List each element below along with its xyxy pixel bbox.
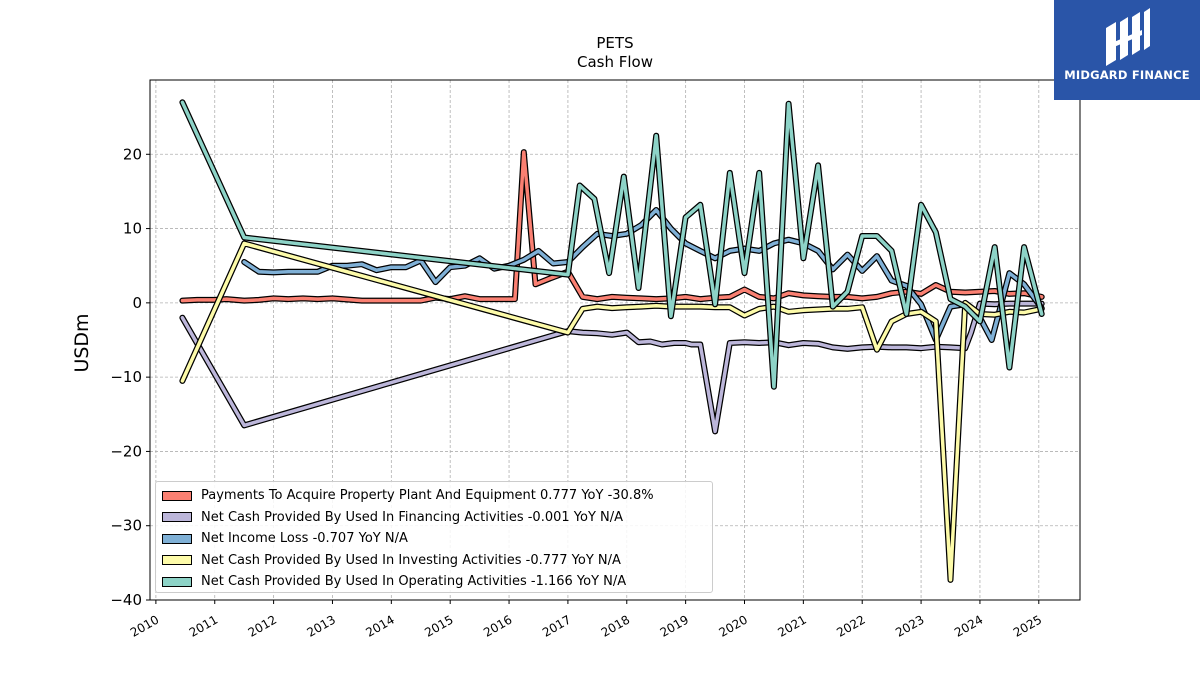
series-line xyxy=(179,99,1045,390)
x-tick-label: 2021 xyxy=(775,612,808,639)
legend-item: Net Cash Provided By Used In Financing A… xyxy=(162,507,706,529)
legend-label: Net Cash Provided By Used In Investing A… xyxy=(201,552,621,568)
legend-label: Net Cash Provided By Used In Financing A… xyxy=(201,509,624,525)
x-tick-label: 2010 xyxy=(128,612,161,639)
x-tick-label: 2015 xyxy=(422,612,455,639)
y-axis-label: USDm xyxy=(71,313,93,372)
y-axis: −40 −30 −20 −10 0 10 20 xyxy=(110,145,150,609)
y-tick-label: 0 xyxy=(132,294,142,312)
legend-swatch xyxy=(162,555,192,566)
x-tick-label: 2016 xyxy=(481,612,514,639)
legend-swatch xyxy=(162,512,192,523)
series-outline xyxy=(179,300,1045,435)
brand-logo: MIDGARD FINANCE xyxy=(1054,0,1200,100)
x-tick-label: 2020 xyxy=(717,612,750,639)
legend-swatch xyxy=(162,533,192,544)
series-stroke xyxy=(180,301,1044,434)
legend-item: Payments To Acquire Property Plant And E… xyxy=(162,485,706,507)
x-tick-label: 2024 xyxy=(952,612,985,639)
legend-item: Net Cash Provided By Used In Investing A… xyxy=(162,550,706,572)
x-tick-label: 2011 xyxy=(187,612,220,639)
y-tick-label: −30 xyxy=(110,517,142,535)
x-tick-label: 2012 xyxy=(246,612,279,639)
legend-label: Payments To Acquire Property Plant And E… xyxy=(201,488,654,504)
x-axis: 2010 2011 2012 2013 2014 2015 2016 2017 2018 2019… xyxy=(128,600,1044,640)
legend-swatch xyxy=(162,490,192,501)
chart-subtitle: Cash Flow xyxy=(577,53,653,71)
series-line xyxy=(179,240,1045,583)
x-tick-label: 2017 xyxy=(540,612,573,639)
y-tick-label: −10 xyxy=(110,368,142,386)
legend-swatch xyxy=(162,576,192,587)
series-line xyxy=(179,300,1045,435)
brand-name: MIDGARD FINANCE xyxy=(1064,68,1190,82)
series-stroke xyxy=(180,241,1044,582)
x-tick-label: 2014 xyxy=(363,612,396,639)
legend-item: Net Cash Provided By Used In Operating A… xyxy=(162,571,706,593)
series-layer xyxy=(179,99,1045,583)
x-tick-label: 2025 xyxy=(1011,612,1044,639)
x-tick-label: 2023 xyxy=(893,612,926,639)
series-stroke xyxy=(242,208,1044,342)
y-tick-label: 20 xyxy=(123,145,142,163)
legend-label: Net Income Loss -0.707 YoY N/A xyxy=(201,531,408,547)
x-tick-label: 2022 xyxy=(834,612,867,639)
series-stroke xyxy=(180,100,1044,389)
x-tick-label: 2018 xyxy=(599,612,632,639)
y-tick-label: −40 xyxy=(110,591,142,609)
midgard-logo-icon xyxy=(1106,8,1150,66)
chart-legend: Payments To Acquire Property Plant And E… xyxy=(155,481,713,593)
chart-title: PETS xyxy=(596,34,633,52)
x-tick-label: 2019 xyxy=(658,612,691,639)
y-tick-label: −20 xyxy=(110,442,142,460)
x-tick-label: 2013 xyxy=(305,612,338,639)
plot-frame xyxy=(149,79,1081,601)
y-tick-label: 10 xyxy=(123,220,142,238)
legend-item: Net Income Loss -0.707 YoY N/A xyxy=(162,528,706,550)
legend-label: Net Cash Provided By Used In Operating A… xyxy=(201,574,627,590)
series-line xyxy=(241,207,1045,343)
